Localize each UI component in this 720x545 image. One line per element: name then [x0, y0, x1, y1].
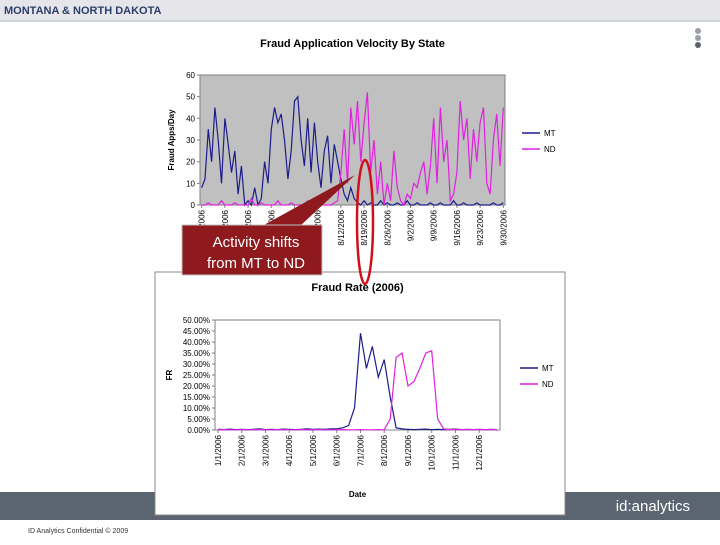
- x-axis-label: Date: [349, 490, 367, 499]
- x-tick-label: 9/1/2006: [404, 434, 413, 466]
- slide-title: MONTANA & NORTH DAKOTA: [4, 5, 161, 17]
- y-tick-label: 50: [186, 93, 195, 102]
- x-tick-label: 3/1/2006: [261, 434, 270, 466]
- x-tick-label: 8/1/2006: [380, 434, 389, 466]
- x-tick-label: 7/1/2006: [356, 434, 365, 466]
- y-tick-label: 40: [186, 114, 195, 123]
- x-tick-label: 9/23/2006: [476, 209, 485, 245]
- highlight-ellipse: [355, 158, 375, 286]
- dot: [695, 28, 701, 34]
- logo: id:analytics: [616, 498, 690, 515]
- header-bar: [0, 0, 720, 20]
- callout-pointer: [262, 175, 355, 226]
- x-tick-label: 2/1/2006: [238, 434, 247, 466]
- x-tick-label: 12/1/2006: [475, 434, 484, 470]
- x-tick-label: 11/1/2006: [451, 434, 460, 470]
- y-tick-label: 50.00%: [183, 316, 210, 325]
- x-tick-label: 9/16/2006: [453, 209, 462, 245]
- callout-text: Activity shifts: [213, 234, 300, 251]
- y-tick-label: 20: [186, 158, 195, 167]
- data-line: [217, 349, 497, 431]
- y-tick-label: 0.00%: [187, 426, 210, 435]
- chart-1: Fraud Application Velocity By State Fraud…: [165, 35, 556, 267]
- x-tick-label: 8/19/2006: [360, 209, 369, 245]
- x-tick-label: 1/1/2006: [214, 434, 223, 466]
- y-tick-label: 15.00%: [183, 393, 210, 402]
- x-tick-label: 4/1/2006: [285, 434, 294, 466]
- x-tick-label: 9/30/2006: [499, 209, 508, 245]
- x-tick-label: 9/9/2006: [430, 209, 439, 241]
- plot-area: [199, 74, 506, 206]
- dot: [695, 35, 701, 41]
- y-tick-label: 30.00%: [183, 360, 210, 369]
- y-tick-label: 5.00%: [187, 415, 210, 424]
- legend-label: MT: [544, 129, 556, 138]
- footer-text: ID Analytics Confidential © 2009: [28, 527, 128, 535]
- callout-text: from MT to ND: [207, 255, 305, 272]
- legend-label: ND: [542, 380, 554, 389]
- data-line: [201, 92, 504, 207]
- y-tick-label: 25.00%: [183, 371, 210, 380]
- y-tick-label: 45.00%: [183, 327, 210, 336]
- y-axis-label: FR: [165, 369, 174, 380]
- chart-title: Fraud Rate (2006): [311, 282, 404, 294]
- chart-2: Fraud Rate (2006) FR Date 0.00% 5.00% 10.00% 1…: [154, 271, 566, 516]
- data-line: [201, 95, 504, 207]
- y-tick-label: 0: [191, 201, 196, 210]
- legend-label: MT: [542, 364, 554, 373]
- x-tick-label: 10/1/2006: [428, 434, 437, 470]
- callout-box: [181, 224, 323, 276]
- x-tick-label: 8/12/2006: [337, 209, 346, 245]
- y-tick-label: 10: [186, 179, 195, 188]
- legend-label: ND: [544, 145, 556, 154]
- x-tick-label: 5/1/2006: [309, 434, 318, 466]
- x-tick-label: 9/2/2006: [407, 209, 416, 241]
- y-tick-label: 40.00%: [183, 338, 210, 347]
- y-tick-label: 60: [186, 71, 195, 80]
- dot: [695, 42, 701, 48]
- y-tick-label: 35.00%: [183, 349, 210, 358]
- x-tick-label: 6/1/2006: [333, 434, 342, 466]
- y-tick-label: 10.00%: [183, 404, 210, 413]
- callout: Activity shifts from MT to ND: [181, 175, 355, 276]
- x-tick-label: 8/26/2006: [383, 209, 392, 245]
- y-tick-label: 30: [186, 136, 195, 145]
- chart-title: Fraud Application Velocity By State: [260, 38, 445, 50]
- y-tick-label: 20.00%: [183, 382, 210, 391]
- y-axis-label: Fraud Apps/Day: [167, 109, 176, 171]
